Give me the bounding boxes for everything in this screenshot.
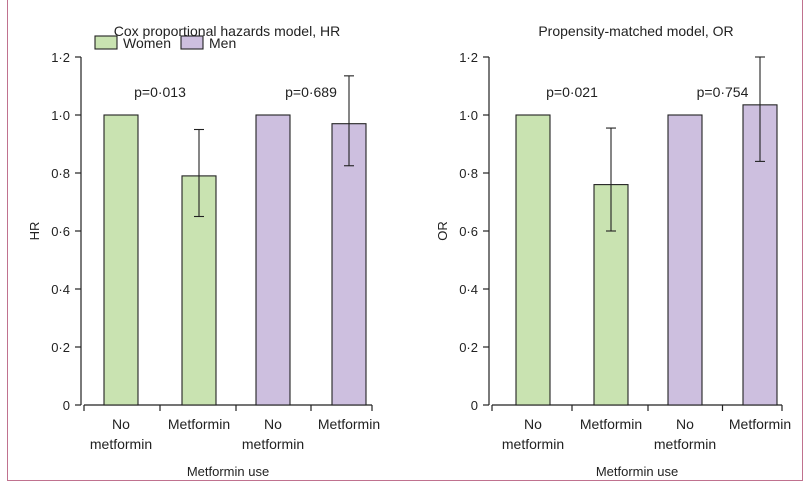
x-tick-label: Metformin — [168, 416, 230, 432]
bar — [255, 114, 291, 406]
chart-panel-1: Cox proportional hazards model, HR 0 0·2 0·… — [27, 23, 380, 479]
x-tick-label: metformin — [502, 436, 564, 452]
p-value-annotation: p=0·021 — [546, 84, 598, 100]
x-tick-label: Metformin — [580, 416, 642, 432]
x-axis-label: Metformin use — [187, 464, 269, 479]
x-tick-label: No — [112, 416, 130, 432]
y-tick-label: 0 — [471, 398, 478, 413]
y-tick-label: 0·4 — [51, 282, 70, 297]
y-axis-label: HR — [27, 222, 42, 241]
chart-title: Cox proportional hazards model, HR — [114, 23, 340, 39]
y-tick-label: 0·2 — [459, 340, 478, 355]
y-tick-label: 0·8 — [459, 166, 478, 181]
x-tick-label: No — [524, 416, 542, 432]
x-tick-label: metformin — [654, 436, 716, 452]
legend-label: Men — [209, 35, 236, 51]
p-value-annotation: p=0·754 — [697, 84, 749, 100]
x-axis-label: Metformin use — [596, 464, 678, 479]
legend-swatch — [94, 35, 118, 50]
y-tick-label: 1·0 — [459, 108, 478, 123]
chart-title: Propensity-matched model, OR — [538, 23, 733, 39]
y-tick-label: 1·2 — [51, 50, 70, 65]
p-value-annotation: p=0·689 — [285, 84, 337, 100]
chart-panel-2: Propensity-matched model, OR 0 0·2 0·4 0·6 0·… — [435, 23, 791, 479]
y-tick-label: 1·0 — [51, 108, 70, 123]
figure-frame — [7, 0, 803, 481]
x-tick-label: metformin — [242, 436, 304, 452]
x-tick-label: Metformin — [729, 416, 791, 432]
y-tick-label: 0·6 — [51, 224, 70, 239]
y-tick-label: 0 — [63, 398, 70, 413]
x-tick-label: No — [264, 416, 282, 432]
bar — [667, 114, 703, 406]
x-tick-label: No — [676, 416, 694, 432]
y-tick-label: 0·2 — [51, 340, 70, 355]
y-tick-label: 0·6 — [459, 224, 478, 239]
y-tick-label: 1·2 — [459, 50, 478, 65]
bar — [515, 114, 551, 406]
y-axis-label: OR — [435, 221, 450, 241]
y-tick-label: 0·8 — [51, 166, 70, 181]
x-tick-label: Metformin — [318, 416, 380, 432]
y-tick-label: 0·4 — [459, 282, 478, 297]
bar — [331, 123, 367, 406]
x-tick-label: metformin — [90, 436, 152, 452]
legend-label: Women — [123, 35, 171, 51]
p-value-annotation: p=0·013 — [134, 84, 186, 100]
legend-swatch — [180, 35, 204, 50]
bar — [103, 114, 139, 406]
